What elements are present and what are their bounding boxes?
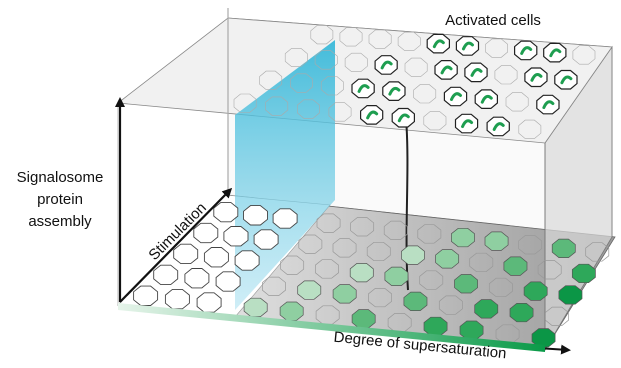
cell: [555, 71, 577, 90]
cell: [487, 117, 509, 136]
cell: [436, 250, 459, 269]
cell: [165, 289, 189, 308]
y-axis-label: assembly: [28, 213, 92, 230]
cell: [456, 37, 478, 56]
cell: [455, 275, 478, 294]
cell: [524, 282, 547, 301]
cell: [465, 63, 487, 82]
cell: [427, 34, 449, 53]
cell: [385, 267, 408, 286]
cell: [475, 300, 498, 319]
cell: [214, 202, 238, 221]
cell: [525, 68, 547, 87]
cell: [352, 79, 374, 98]
cell: [204, 248, 228, 267]
cell: [444, 87, 466, 105]
cell: [254, 230, 278, 249]
cell: [244, 298, 267, 316]
cell: [544, 43, 566, 62]
cell: [504, 257, 527, 276]
cell: [510, 303, 533, 321]
cell: [216, 272, 240, 291]
diagram: Activated cells Signalosome protein asse…: [0, 0, 621, 368]
cell: [174, 244, 198, 263]
y-axis-label: protein: [37, 191, 83, 208]
cell: [456, 114, 478, 133]
y-axis-label: Signalosome: [17, 169, 104, 186]
cell: [460, 321, 483, 339]
cell: [280, 302, 303, 320]
activated-label: Activated cells: [445, 12, 541, 29]
cell: [333, 285, 356, 304]
cell: [350, 263, 373, 282]
x-axis-arrow: [545, 349, 568, 351]
cell: [485, 232, 508, 251]
cell: [352, 310, 375, 328]
cell: [451, 228, 474, 247]
cell: [475, 90, 497, 109]
cell: [185, 269, 209, 288]
cell: [375, 56, 397, 74]
cell: [537, 95, 559, 114]
cell: [154, 265, 178, 284]
cell: [197, 293, 221, 312]
cell: [383, 82, 405, 101]
cell: [244, 206, 268, 225]
cell: [361, 106, 383, 125]
cell: [404, 292, 427, 311]
cell: [298, 281, 321, 299]
cell: [273, 209, 297, 228]
cell: [572, 264, 595, 283]
cell: [424, 317, 447, 335]
cell: [194, 223, 218, 242]
cell: [392, 109, 414, 128]
cell: [235, 251, 259, 270]
cell: [134, 286, 158, 305]
cell: [552, 239, 575, 258]
cell: [435, 61, 457, 80]
cell: [401, 246, 424, 265]
cell: [515, 41, 537, 60]
cell: [559, 286, 582, 304]
cell: [224, 227, 248, 246]
